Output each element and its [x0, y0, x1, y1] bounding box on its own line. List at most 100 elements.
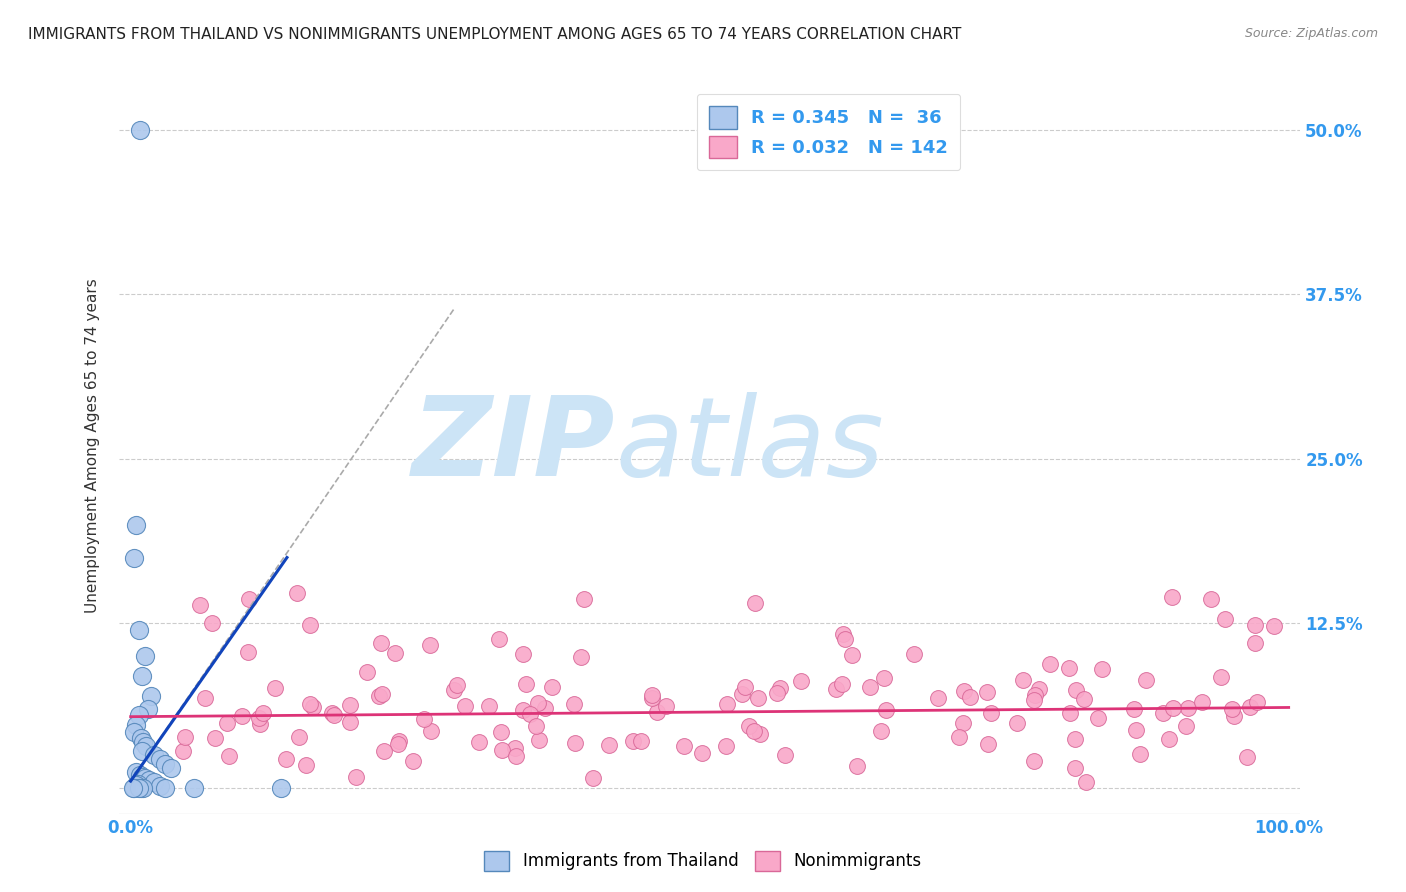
Point: [1246, 695, 1268, 709]
Point: [519, 706, 541, 721]
Point: [218, 748, 240, 763]
Point: [1076, 775, 1098, 789]
Point: [1039, 657, 1062, 672]
Point: [524, 719, 547, 733]
Point: [321, 706, 343, 720]
Point: [562, 697, 585, 711]
Point: [1057, 660, 1080, 674]
Point: [467, 735, 489, 749]
Point: [574, 592, 596, 607]
Point: [122, 725, 145, 739]
Point: [841, 648, 863, 663]
Point: [1022, 754, 1045, 768]
Point: [512, 703, 534, 717]
Point: [953, 683, 976, 698]
Point: [249, 717, 271, 731]
Point: [489, 725, 512, 739]
Point: [122, 550, 145, 565]
Point: [141, 689, 163, 703]
Point: [731, 687, 754, 701]
Point: [1059, 706, 1081, 721]
Point: [294, 758, 316, 772]
Point: [1122, 702, 1144, 716]
Point: [564, 736, 586, 750]
Point: [142, 747, 165, 762]
Point: [1263, 619, 1285, 633]
Point: [980, 706, 1002, 721]
Point: [773, 747, 796, 762]
Point: [1199, 591, 1222, 606]
Point: [870, 723, 893, 738]
Point: [322, 707, 344, 722]
Point: [136, 702, 159, 716]
Point: [122, 780, 145, 795]
Point: [690, 746, 713, 760]
Point: [188, 598, 211, 612]
Point: [125, 717, 148, 731]
Point: [952, 715, 974, 730]
Point: [1160, 591, 1182, 605]
Point: [247, 711, 270, 725]
Point: [478, 699, 501, 714]
Point: [138, 772, 160, 787]
Point: [231, 709, 253, 723]
Point: [125, 778, 148, 792]
Point: [131, 669, 153, 683]
Point: [1005, 716, 1028, 731]
Point: [129, 731, 152, 745]
Point: [128, 623, 150, 637]
Point: [515, 677, 537, 691]
Point: [155, 757, 177, 772]
Point: [252, 706, 274, 720]
Point: [505, 749, 527, 764]
Point: [977, 738, 1000, 752]
Point: [132, 734, 155, 748]
Point: [149, 780, 172, 794]
Point: [127, 777, 149, 791]
Point: [1244, 618, 1267, 632]
Point: [747, 691, 769, 706]
Point: [903, 647, 925, 661]
Point: [373, 744, 395, 758]
Point: [831, 627, 853, 641]
Point: [1073, 692, 1095, 706]
Text: ZIP: ZIP: [412, 392, 616, 500]
Text: Source: ZipAtlas.com: Source: ZipAtlas.com: [1244, 27, 1378, 40]
Point: [859, 680, 882, 694]
Point: [155, 780, 177, 795]
Point: [1223, 709, 1246, 723]
Point: [959, 690, 981, 704]
Point: [742, 723, 765, 738]
Point: [298, 697, 321, 711]
Point: [641, 688, 664, 702]
Point: [142, 775, 165, 789]
Point: [384, 646, 406, 660]
Point: [875, 703, 897, 717]
Point: [1125, 723, 1147, 737]
Point: [402, 755, 425, 769]
Point: [641, 691, 664, 706]
Point: [172, 743, 194, 757]
Point: [125, 517, 148, 532]
Point: [183, 780, 205, 795]
Point: [270, 780, 292, 795]
Legend: R = 0.345   N =  36, R = 0.032   N = 142: R = 0.345 N = 36, R = 0.032 N = 142: [697, 94, 960, 170]
Point: [135, 739, 157, 753]
Point: [655, 698, 678, 713]
Point: [238, 591, 260, 606]
Point: [131, 770, 153, 784]
Point: [527, 696, 550, 710]
Point: [1091, 662, 1114, 676]
Point: [128, 708, 150, 723]
Point: [128, 767, 150, 781]
Point: [132, 780, 155, 795]
Point: [204, 731, 226, 745]
Point: [948, 730, 970, 744]
Point: [368, 689, 391, 703]
Point: [1177, 700, 1199, 714]
Point: [285, 586, 308, 600]
Point: [134, 772, 156, 786]
Point: [299, 618, 322, 632]
Point: [1159, 731, 1181, 746]
Point: [716, 697, 738, 711]
